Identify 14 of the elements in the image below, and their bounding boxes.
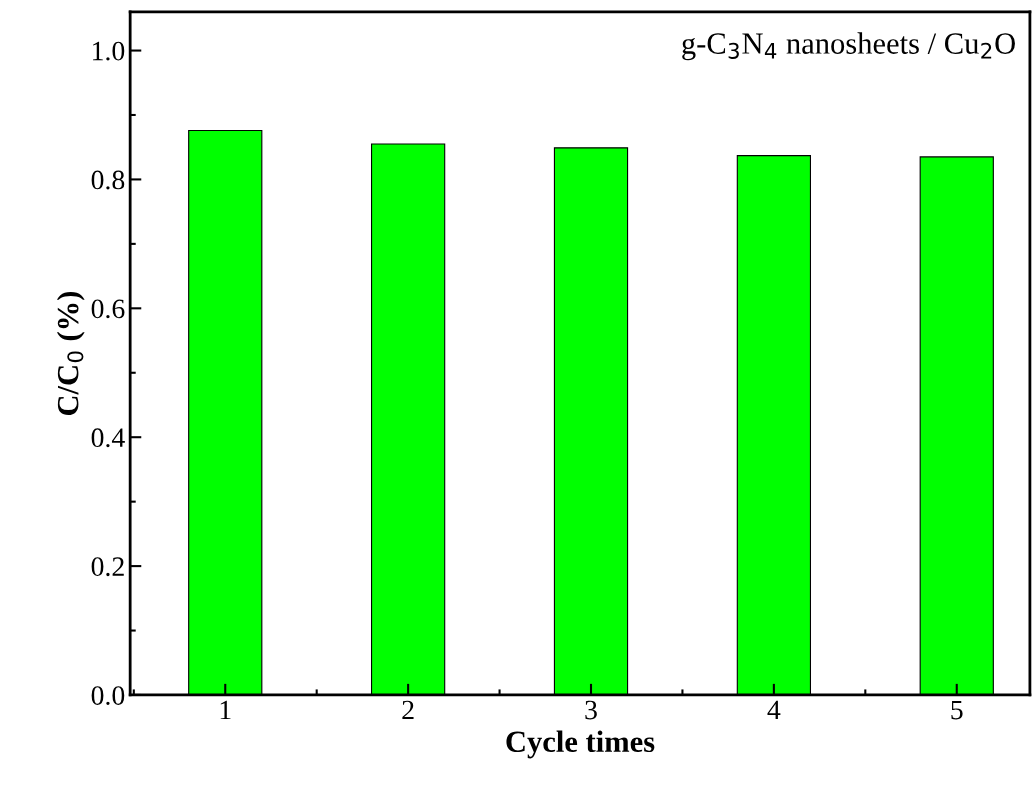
x-tick-label: 1 (220, 700, 231, 720)
x-tick-label: 5 (951, 700, 963, 720)
x-axis-title: Cycle times (506, 730, 655, 759)
x-tick-label: 2 (402, 700, 414, 720)
y-tick-label: 0.6 (91, 299, 125, 319)
y-tick-label: 0.2 (91, 557, 124, 577)
y-axis-title: C/C$_{0}$ (%) (56, 291, 85, 416)
x-tick-label: 4 (767, 700, 781, 720)
y-tick-label: 0.4 (91, 428, 125, 448)
annotation: g-C$_{3}$N$_{4}$ nanosheets / Cu$_{2}$O (682, 32, 1015, 61)
y-tick-label: 1.0 (93, 41, 125, 61)
y-tick-label: 0.8 (91, 170, 125, 190)
x-tick-label: 3 (585, 700, 597, 720)
y-tick-label: 0.0 (91, 686, 125, 706)
